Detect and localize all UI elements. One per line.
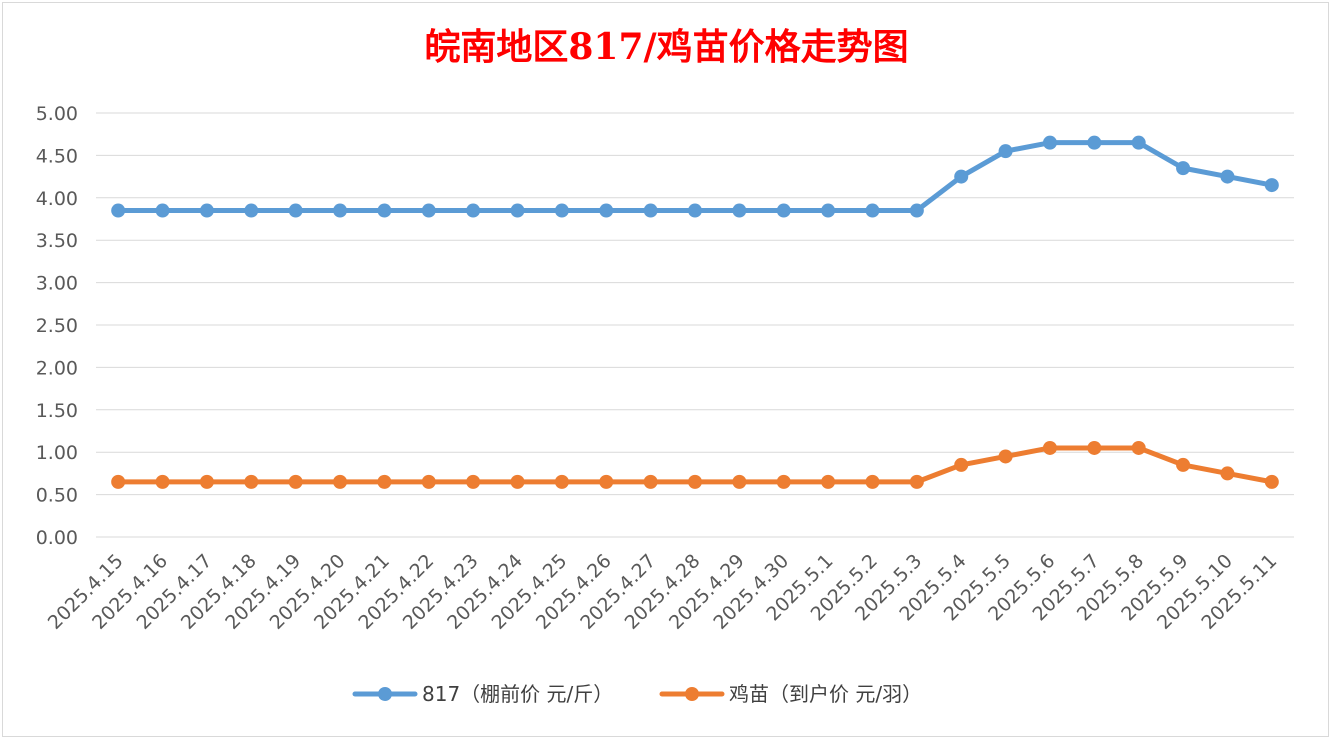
legend: 817（棚前价 元/斤） 鸡苗（到户价 元/羽） <box>352 682 922 706</box>
series-1 <box>111 135 1279 218</box>
data-point[interactable] <box>599 474 614 489</box>
legend-marker <box>378 687 392 701</box>
data-point[interactable] <box>909 474 924 489</box>
data-point[interactable] <box>199 474 214 489</box>
y-tick-label: 0.50 <box>36 485 78 507</box>
gridlines <box>96 112 1294 538</box>
data-point[interactable] <box>466 203 481 218</box>
y-tick-label: 1.50 <box>36 400 78 422</box>
y-axis-ticks: 0.00 0.50 1.00 1.50 2.00 2.50 3.00 3.50 4.00 4.50… <box>36 103 78 549</box>
data-point[interactable] <box>954 457 969 472</box>
data-point[interactable] <box>643 203 658 218</box>
y-tick-label: 3.00 <box>36 273 78 295</box>
legend-marker <box>685 687 699 701</box>
legend-label: 鸡苗（到户价 元/羽） <box>729 682 922 706</box>
data-point[interactable] <box>732 474 747 489</box>
data-point[interactable] <box>111 203 126 218</box>
data-point[interactable] <box>865 474 880 489</box>
data-point[interactable] <box>688 474 702 489</box>
data-point[interactable] <box>288 203 303 218</box>
data-point[interactable] <box>998 144 1013 159</box>
y-tick-label: 1.00 <box>36 442 78 464</box>
data-point[interactable] <box>244 203 259 218</box>
x-axis-ticks: 2025.4.152025.4.162025.4.172025.4.182025… <box>44 550 1282 634</box>
data-point[interactable] <box>1176 161 1191 176</box>
data-point[interactable] <box>1264 178 1279 193</box>
data-point[interactable] <box>865 203 880 218</box>
data-point[interactable] <box>1087 440 1102 455</box>
data-point[interactable] <box>554 203 569 218</box>
data-point[interactable] <box>1042 440 1057 455</box>
data-point[interactable] <box>421 474 436 489</box>
series-2 <box>111 440 1279 489</box>
y-tick-label: 0.00 <box>36 527 78 549</box>
data-point[interactable] <box>1131 440 1146 455</box>
data-point[interactable] <box>1220 169 1235 184</box>
chart-title: 皖南地区817/鸡苗价格走势图 <box>424 26 909 68</box>
legend-item-2[interactable]: 鸡苗（到户价 元/羽） <box>659 682 922 706</box>
data-point[interactable] <box>688 203 702 218</box>
data-point[interactable] <box>1131 135 1146 150</box>
y-tick-label: 2.50 <box>36 315 78 337</box>
data-point[interactable] <box>244 474 259 489</box>
data-point[interactable] <box>377 474 392 489</box>
data-point[interactable] <box>510 474 525 489</box>
series-line <box>115 140 1275 214</box>
y-tick-label: 3.50 <box>36 230 78 252</box>
data-point[interactable] <box>155 203 170 218</box>
data-point[interactable] <box>333 203 348 218</box>
data-point[interactable] <box>776 474 791 489</box>
data-point[interactable] <box>954 169 969 184</box>
data-point[interactable] <box>199 203 214 218</box>
data-point[interactable] <box>821 203 836 218</box>
data-point[interactable] <box>599 203 614 218</box>
data-point[interactable] <box>998 449 1013 464</box>
data-point[interactable] <box>909 203 924 218</box>
y-tick-label: 4.00 <box>36 188 78 210</box>
y-tick-label: 2.00 <box>36 357 78 379</box>
data-point[interactable] <box>554 474 569 489</box>
series-group <box>111 135 1279 489</box>
data-point[interactable] <box>421 203 436 218</box>
data-point[interactable] <box>510 203 525 218</box>
data-point[interactable] <box>377 203 392 218</box>
data-point[interactable] <box>643 474 658 489</box>
data-point[interactable] <box>821 474 836 489</box>
data-point[interactable] <box>1176 457 1191 472</box>
data-point[interactable] <box>288 474 303 489</box>
data-point[interactable] <box>155 474 170 489</box>
data-point[interactable] <box>732 203 747 218</box>
data-point[interactable] <box>333 474 348 489</box>
legend-label: 817（棚前价 元/斤） <box>422 682 613 706</box>
data-point[interactable] <box>1220 466 1235 481</box>
data-point[interactable] <box>776 203 791 218</box>
data-point[interactable] <box>1264 474 1279 489</box>
y-tick-label: 4.50 <box>36 145 78 167</box>
legend-item-1[interactable]: 817（棚前价 元/斤） <box>352 682 613 706</box>
data-point[interactable] <box>1042 135 1057 150</box>
y-tick-label: 5.00 <box>36 103 78 125</box>
data-point[interactable] <box>111 474 126 489</box>
data-point[interactable] <box>466 474 481 489</box>
data-point[interactable] <box>1087 135 1102 150</box>
